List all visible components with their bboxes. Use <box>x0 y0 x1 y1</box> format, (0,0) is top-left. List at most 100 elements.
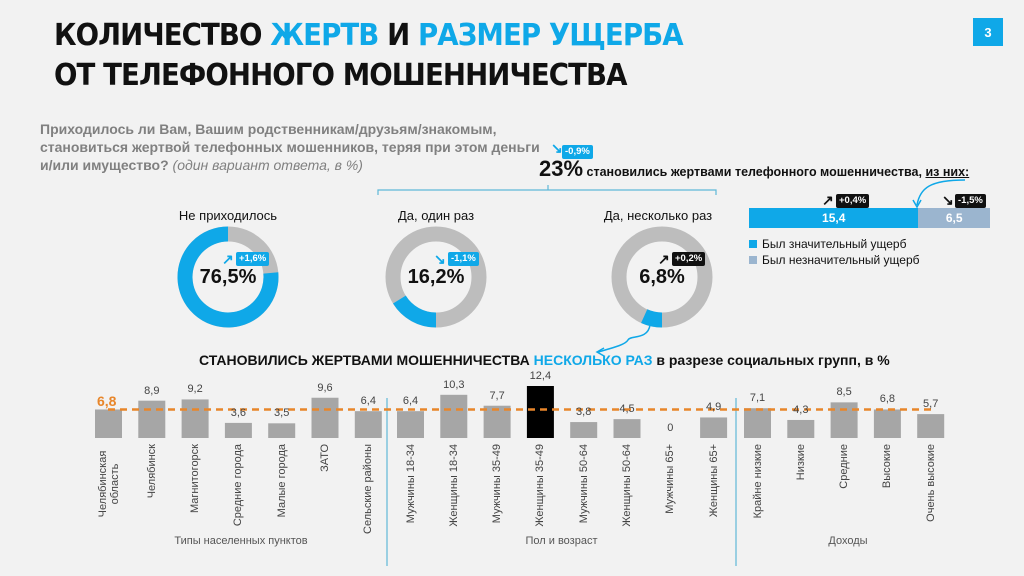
category-label: Магнитогорск <box>189 444 202 513</box>
bar-value-label: 6,8 <box>879 393 896 406</box>
category-label: ЗАТО <box>319 444 331 472</box>
bar-value-label: 7,7 <box>489 389 505 402</box>
headline: 23% становились жертвами телефонного мош… <box>539 156 969 182</box>
category-label: Челябинская область <box>96 450 121 518</box>
group-label: Доходы <box>828 535 868 547</box>
donut-change-badge: +1,6% <box>236 252 270 266</box>
curved-arrow <box>916 179 966 206</box>
bar <box>354 411 382 438</box>
bar <box>397 411 424 438</box>
category-label: Очень высокие <box>924 444 937 522</box>
title-text: И <box>378 18 418 53</box>
category-label: Сельские районы <box>362 444 375 534</box>
page-title: КОЛИЧЕСТВО ЖЕРТВ И РАЗМЕР УЩЕРБА ОТ ТЕЛЕ… <box>54 16 684 96</box>
category-label: Мужчины 35-49 <box>491 444 504 524</box>
category-label: Мужчины 65+ <box>664 444 677 514</box>
category-label: Средние города <box>232 444 245 527</box>
arrow-up-icon: ↗ <box>222 251 234 267</box>
bar <box>744 408 771 438</box>
group-label: Типы населенных пунктов <box>174 535 308 547</box>
legend-label: Был значительный ущерб <box>762 237 907 251</box>
bar-value-label: 6,4 <box>402 395 419 408</box>
bar-value-label: 3,5 <box>274 407 290 420</box>
donut-change-badge: +0,2% <box>672 252 706 266</box>
bar-value-label: 9,6 <box>317 381 333 394</box>
category-label: Женщины 50-64 <box>621 444 633 527</box>
chart-title-text: СТАНОВИЛИСЬ ЖЕРТВАМИ МОШЕННИЧЕСТВА <box>199 352 534 368</box>
bar <box>917 414 945 438</box>
bar-value-label: 0 <box>667 422 674 434</box>
bar-value-label: 9,2 <box>187 383 203 396</box>
question-text: Приходилось ли Вам, Вашим родственникам/… <box>40 121 540 173</box>
category-label: Женщины 18-34 <box>447 444 460 527</box>
group-label: Пол и возраст <box>525 535 598 547</box>
bar-value-label: 6,4 <box>360 395 376 408</box>
bar <box>700 417 728 438</box>
category-label: Высокие <box>881 444 894 489</box>
category-label: Мужчины 18-34 <box>404 444 417 524</box>
bar <box>787 419 815 438</box>
headline-value: 23% <box>539 156 584 181</box>
curved-arrow-donut-head <box>595 347 605 357</box>
bar <box>95 409 122 438</box>
title-text: КОЛИЧЕСТВО <box>54 18 271 53</box>
category-label: Челябинск <box>145 444 158 499</box>
bar-value-label: 10,3 <box>443 378 465 391</box>
title-accent: ЖЕРТВ <box>270 18 379 53</box>
arrow-down-icon: ↘ <box>434 251 446 267</box>
bar <box>440 394 468 438</box>
bar <box>570 422 598 438</box>
bar <box>830 402 858 438</box>
bar-value-label: 3,8 <box>576 406 592 419</box>
curved-arrow-head <box>912 199 922 209</box>
insignificant-segment: 6,5 <box>918 208 990 228</box>
title-line2: ОТ ТЕЛЕФОННОГО МОШЕННИЧЕСТВА <box>54 58 627 93</box>
bar-value-label: 7,1 <box>749 392 766 405</box>
curved-arrow-donut <box>597 324 651 353</box>
category-label: Средние <box>838 444 851 489</box>
donut-label: Да, несколько раз <box>603 208 713 223</box>
chart-title: СТАНОВИЛИСЬ ЖЕРТВАМИ МОШЕННИЧЕСТВА НЕСКО… <box>199 352 890 368</box>
title-accent: РАЗМЕР УЩЕРБА <box>417 18 684 53</box>
bar <box>268 423 296 438</box>
page-number: 3 <box>973 18 1003 46</box>
arrow-up-icon: ↗ <box>822 192 834 208</box>
arrow-down-icon: ↘ <box>942 192 954 208</box>
bar <box>613 419 641 438</box>
legend-insignificant: Был незначительный ущерб <box>749 253 920 267</box>
bar <box>873 409 901 438</box>
donut-value: 6,8% <box>639 266 685 288</box>
donut-segment <box>177 226 279 328</box>
legend-label: Был незначительный ущерб <box>762 253 920 267</box>
bar-value-label: 4,3 <box>793 403 809 416</box>
category-label: Женщины 65+ <box>707 444 720 518</box>
bar <box>181 399 209 438</box>
bar-value-label: 4,9 <box>705 401 722 414</box>
category-label: Малые города <box>275 444 288 518</box>
arrow-up-icon: ↗ <box>658 251 670 267</box>
average-label: 6,8 <box>97 393 117 409</box>
category-label: Крайне низкие <box>751 444 764 519</box>
headline-underlined: из них: <box>925 165 970 179</box>
legend-significant: Был значительный ущерб <box>749 237 906 251</box>
significant-change-badge: +0,4% <box>836 194 870 208</box>
headline-text: становились жертвами телефонного мошенни… <box>583 165 926 179</box>
donut-label: Не приходилось <box>178 208 278 223</box>
chart-title-accent: НЕСКОЛЬКО РАЗ <box>533 352 653 368</box>
bar <box>526 386 554 438</box>
donut-change-badge: -1,1% <box>448 252 479 266</box>
bar-value-label: 4,5 <box>619 403 635 416</box>
insignificant-change-badge: -1,5% <box>955 194 986 208</box>
bar <box>483 405 511 438</box>
damage-stacked-bar: 15,4 6,5 <box>749 208 990 228</box>
bar-value-label: 12,4 <box>529 370 552 382</box>
donut-value: 76,5% <box>199 266 257 288</box>
donut-value: 16,2% <box>407 266 465 288</box>
significant-segment: 15,4 <box>749 208 919 228</box>
donut-segment <box>641 309 663 328</box>
bracket-line <box>377 189 717 195</box>
legend-swatch <box>749 240 757 248</box>
